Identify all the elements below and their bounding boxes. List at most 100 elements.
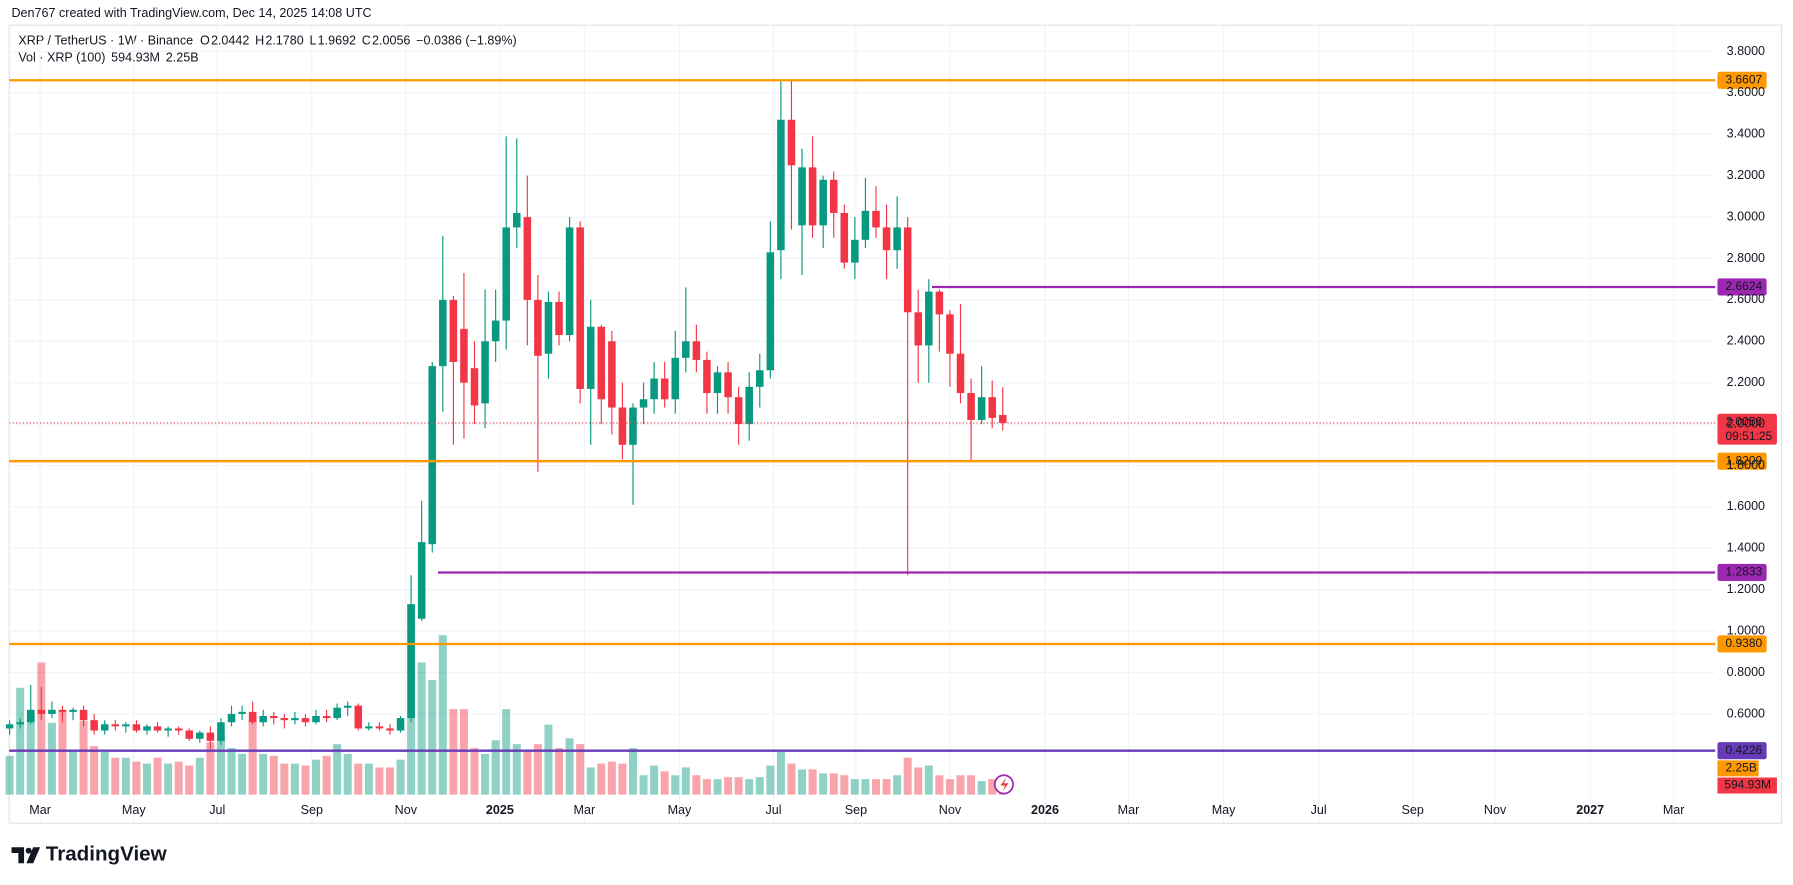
volume-bar [491, 740, 500, 795]
volume-bar [787, 763, 796, 795]
volume-bar [956, 775, 965, 795]
volume-bar [597, 763, 606, 795]
candle-body [481, 341, 489, 404]
candle-body [692, 341, 701, 360]
volume-bar [79, 720, 88, 795]
candle-body [608, 341, 616, 408]
candle-body [132, 724, 141, 731]
x-tick-label: Jul [765, 803, 781, 817]
candle-body [470, 368, 479, 406]
volume-bar [502, 709, 511, 795]
candle-body [90, 720, 98, 731]
x-tick-label: May [1212, 803, 1236, 817]
x-tick-label: Sep [1402, 803, 1424, 817]
legend-value: 2.0442 [211, 33, 249, 47]
volume-bar [734, 777, 743, 795]
legend-value: 2.0056 [372, 33, 410, 47]
level-tag [1717, 278, 1767, 296]
volume-ma-tag [1717, 760, 1759, 777]
volume-bar [755, 777, 764, 795]
candle-body [26, 709, 35, 723]
candle-body [629, 407, 637, 445]
y-tick-label: 2.8000 [1727, 251, 1765, 265]
volume-bar [671, 775, 680, 795]
level-tag-label: 0.4226 [1725, 743, 1762, 757]
candle-body [808, 167, 817, 226]
candle-body [312, 716, 320, 723]
last-price-tag [1717, 413, 1777, 445]
alert-icon-bolt [1000, 777, 1009, 792]
candle-body [449, 299, 458, 362]
volume-bar [185, 765, 194, 795]
candle-body [946, 314, 954, 354]
volume-bar [69, 749, 78, 795]
volume-bar [840, 775, 849, 795]
candle-body [375, 726, 384, 729]
x-tick-label: Jul [209, 803, 225, 817]
candle-body [48, 709, 56, 714]
candle-body [69, 709, 77, 712]
candle-body [555, 301, 563, 336]
volume-bar [58, 711, 67, 795]
candle-body [798, 167, 806, 226]
candle-body [269, 716, 278, 719]
candle-body [100, 724, 109, 731]
volume-bar [945, 779, 954, 795]
candle-body [703, 359, 711, 394]
volume-bar [417, 662, 426, 795]
volume-bar [766, 765, 775, 795]
volume-bar [111, 757, 120, 795]
candle-body [745, 386, 753, 425]
volume-legend-value: 594.93M [111, 51, 160, 65]
candle-body [734, 397, 743, 425]
candle-body [819, 179, 827, 226]
y-tick-label: 0.8000 [1727, 665, 1765, 679]
volume-bar [322, 755, 331, 795]
candle-body [196, 732, 204, 739]
volume-bar [713, 779, 722, 795]
candle-body [153, 726, 162, 731]
volume-bar [312, 759, 321, 795]
candle-body [872, 210, 880, 228]
volume-bar [988, 779, 997, 795]
y-tick-label: 1.4000 [1727, 541, 1765, 555]
y-tick-label: 3.6000 [1727, 85, 1765, 99]
candle-body [460, 328, 468, 383]
candle-body [988, 397, 996, 418]
volume-title: Vol · XRP (100) [18, 51, 105, 65]
volume-bar [290, 763, 299, 795]
volume-bar [924, 765, 933, 795]
candle-body [724, 372, 732, 398]
candle-body [238, 711, 246, 714]
candle-body [37, 709, 46, 714]
candle-body [439, 299, 447, 367]
y-tick-label: 2.0000 [1727, 416, 1765, 430]
legend-key: O [200, 33, 210, 47]
y-tick-label: 3.0000 [1727, 209, 1765, 223]
candle-body [354, 705, 363, 729]
volume-bar [354, 763, 363, 795]
volume-bar [618, 763, 627, 795]
alert-icon [993, 774, 1014, 795]
volume-bar [132, 761, 141, 795]
candle-body [291, 718, 299, 721]
volume-bar [808, 769, 817, 795]
candle-body [259, 716, 267, 723]
last-volume-tag [1717, 777, 1777, 794]
candle-body [58, 709, 67, 712]
volume-bar [607, 761, 616, 795]
volume-bar [100, 751, 109, 795]
candle-body [925, 291, 933, 346]
volume-bar [555, 748, 564, 795]
candle-body [16, 722, 24, 725]
candle-body [851, 239, 859, 263]
last-volume-label: 594.93M [1724, 778, 1771, 792]
volume-bar [238, 753, 247, 795]
x-tick-label: Nov [395, 803, 418, 817]
y-tick-label: 2.6000 [1727, 292, 1765, 306]
y-tick-label: 2.4000 [1727, 334, 1765, 348]
volume-bar [153, 757, 162, 795]
y-tick-label: 1.8000 [1727, 458, 1765, 472]
volume-bar [628, 748, 637, 795]
x-tick-label: 2025 [486, 803, 514, 817]
